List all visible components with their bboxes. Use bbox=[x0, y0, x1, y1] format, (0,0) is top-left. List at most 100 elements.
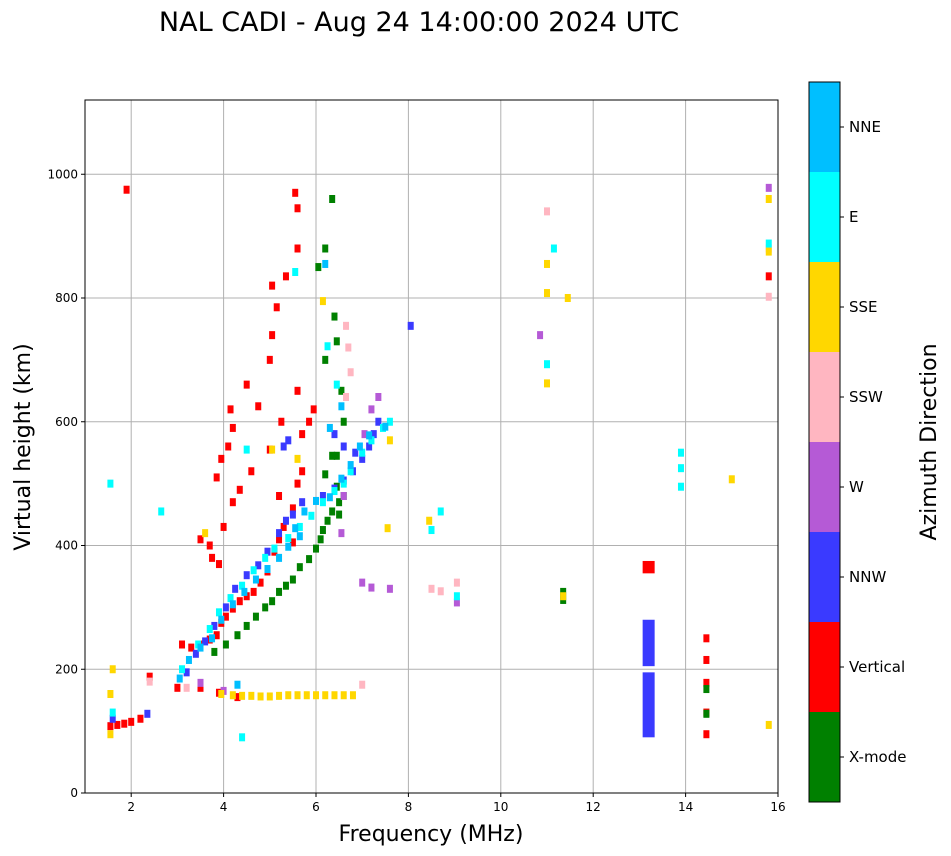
colorbar-segment bbox=[809, 352, 840, 442]
echo-point bbox=[218, 454, 225, 463]
echo-point bbox=[257, 692, 264, 701]
series-sse bbox=[107, 195, 772, 739]
echo-point bbox=[285, 542, 292, 551]
echo-point bbox=[215, 560, 222, 569]
colorbar-segment bbox=[809, 712, 840, 802]
echo-point bbox=[299, 498, 306, 507]
echo-point bbox=[765, 247, 772, 256]
echo-point bbox=[331, 691, 338, 700]
echo-point bbox=[146, 672, 153, 681]
echo-point bbox=[144, 709, 151, 718]
echo-point bbox=[329, 507, 336, 516]
echo-point bbox=[266, 355, 273, 364]
series-e bbox=[107, 239, 772, 742]
echo-point bbox=[677, 482, 684, 491]
echo-point bbox=[243, 592, 250, 601]
echo-point bbox=[322, 244, 329, 253]
echo-point bbox=[544, 379, 550, 388]
echo-point bbox=[338, 529, 345, 538]
echo-point bbox=[329, 451, 336, 460]
echo-point bbox=[289, 504, 296, 513]
colorbar-segment bbox=[809, 172, 840, 262]
echo-point bbox=[285, 534, 292, 543]
echo-point bbox=[313, 544, 319, 553]
echo-point bbox=[550, 244, 557, 253]
echo-point bbox=[289, 575, 296, 584]
echo-point bbox=[368, 436, 375, 445]
plot-frame bbox=[84, 99, 779, 794]
y-tick-label: 200 bbox=[55, 662, 78, 676]
y-tick-label: 600 bbox=[55, 415, 78, 429]
echo-point bbox=[289, 510, 296, 519]
y-axis-label: Virtual height (km) bbox=[11, 343, 36, 550]
echo-point bbox=[174, 683, 181, 692]
echo-point bbox=[345, 343, 352, 352]
echo-point bbox=[331, 430, 338, 439]
echo-point bbox=[243, 571, 250, 580]
echo-point bbox=[703, 678, 710, 687]
echo-point bbox=[322, 470, 329, 479]
colorbar-label: SSE bbox=[849, 298, 878, 316]
colorbar-label: X-mode bbox=[849, 748, 906, 766]
echo-bar bbox=[642, 560, 655, 574]
echo-point bbox=[544, 259, 550, 268]
echo-point bbox=[765, 183, 772, 192]
echo-point bbox=[278, 417, 285, 426]
echo-point bbox=[296, 563, 303, 572]
echo-point bbox=[123, 185, 130, 194]
echo-point bbox=[319, 498, 326, 507]
echo-point bbox=[368, 583, 375, 592]
echo-point bbox=[296, 522, 303, 531]
colorbar-segment bbox=[809, 532, 840, 622]
echo-point bbox=[294, 454, 301, 463]
echo-point bbox=[285, 436, 292, 445]
echo-point bbox=[453, 578, 460, 587]
echo-point bbox=[306, 417, 313, 426]
x-tick-label: 14 bbox=[678, 800, 693, 814]
echo-point bbox=[333, 380, 340, 389]
echo-point bbox=[366, 442, 373, 451]
echo-point bbox=[340, 691, 347, 700]
series-w bbox=[197, 183, 772, 695]
colorbar: X-mode Vertical NNW W SSW SSE E NNE bbox=[808, 81, 906, 803]
echo-point bbox=[197, 643, 204, 652]
echo-point bbox=[239, 691, 246, 700]
echo-point bbox=[213, 473, 220, 482]
echo-point bbox=[158, 507, 165, 516]
echo-point bbox=[276, 529, 283, 538]
echo-point bbox=[453, 598, 460, 607]
echo-point bbox=[301, 507, 308, 516]
colorbar-label: NNE bbox=[849, 118, 881, 136]
echo-point bbox=[765, 272, 772, 281]
echo-point bbox=[206, 541, 213, 550]
echo-point bbox=[276, 691, 283, 700]
echo-point bbox=[331, 487, 338, 496]
colorbar-label: Vertical bbox=[849, 658, 905, 676]
echo-point bbox=[343, 393, 350, 401]
echo-point bbox=[437, 507, 444, 516]
echo-point bbox=[386, 436, 393, 445]
echo-point bbox=[121, 719, 128, 728]
echo-point bbox=[257, 578, 264, 587]
echo-point bbox=[544, 207, 550, 216]
echo-point bbox=[313, 691, 319, 700]
y-tick-label: 0 bbox=[70, 786, 78, 800]
series-vertical bbox=[107, 185, 772, 739]
echo-point bbox=[319, 297, 326, 306]
echo-point bbox=[109, 665, 116, 674]
x-tick-label: 8 bbox=[405, 800, 413, 814]
echo-point bbox=[227, 594, 234, 603]
echo-point bbox=[537, 331, 544, 340]
echo-point bbox=[375, 393, 382, 401]
colorbar-segment bbox=[809, 82, 840, 172]
echo-point bbox=[280, 442, 287, 451]
echo-point bbox=[269, 445, 276, 454]
echo-point bbox=[453, 592, 460, 601]
echo-point bbox=[202, 529, 209, 538]
echo-point bbox=[269, 331, 276, 340]
colorbar-segment bbox=[809, 262, 840, 352]
echo-point bbox=[294, 386, 301, 395]
echo-point bbox=[222, 603, 229, 612]
echo-point bbox=[192, 649, 199, 658]
echo-point bbox=[677, 464, 684, 473]
